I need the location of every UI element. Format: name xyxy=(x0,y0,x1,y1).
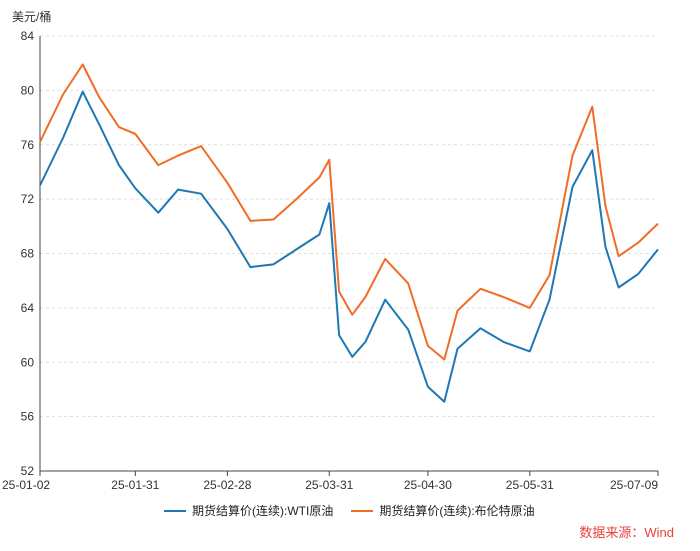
legend: 期货结算价(连续):WTI原油 期货结算价(连续):布伦特原油 xyxy=(164,502,535,519)
y-tick-label: 80 xyxy=(21,83,35,97)
y-tick-label: 68 xyxy=(21,247,35,261)
data-source-note: 数据来源：Wind xyxy=(579,525,674,540)
y-tick-label: 76 xyxy=(21,138,35,152)
legend-label-brent: 期货结算价(连续):布伦特原油 xyxy=(379,504,535,518)
y-tick-label: 72 xyxy=(21,192,35,206)
y-unit-label: 美元/桶 xyxy=(12,10,52,24)
x-tick-label: 25-07-09 xyxy=(610,478,658,492)
x-tick-label: 25-01-31 xyxy=(111,478,159,492)
x-tick-label: 25-03-31 xyxy=(305,478,353,492)
y-tick-label: 56 xyxy=(21,410,35,424)
legend-swatch-brent xyxy=(351,509,374,512)
legend-swatch-wti xyxy=(164,509,186,512)
legend-item-wti[interactable]: 期货结算价(连续):WTI原油 xyxy=(164,502,333,519)
x-tick-label: 25-01-02 xyxy=(2,478,50,492)
y-tick-label: 64 xyxy=(21,301,35,315)
y-tick-label: 52 xyxy=(21,464,35,478)
legend-item-brent[interactable]: 期货结算价(连续):布伦特原油 xyxy=(351,502,535,519)
series-line-wti xyxy=(39,90,659,403)
x-tick-label: 25-05-31 xyxy=(506,478,554,492)
series-line-brent xyxy=(39,63,659,361)
legend-label-wti: 期货结算价(连续):WTI原油 xyxy=(192,504,334,518)
y-tick-label: 84 xyxy=(21,29,35,43)
x-tick-label: 25-04-30 xyxy=(404,478,452,492)
y-tick-label: 60 xyxy=(21,355,35,369)
x-tick-label: 25-02-28 xyxy=(203,478,251,492)
